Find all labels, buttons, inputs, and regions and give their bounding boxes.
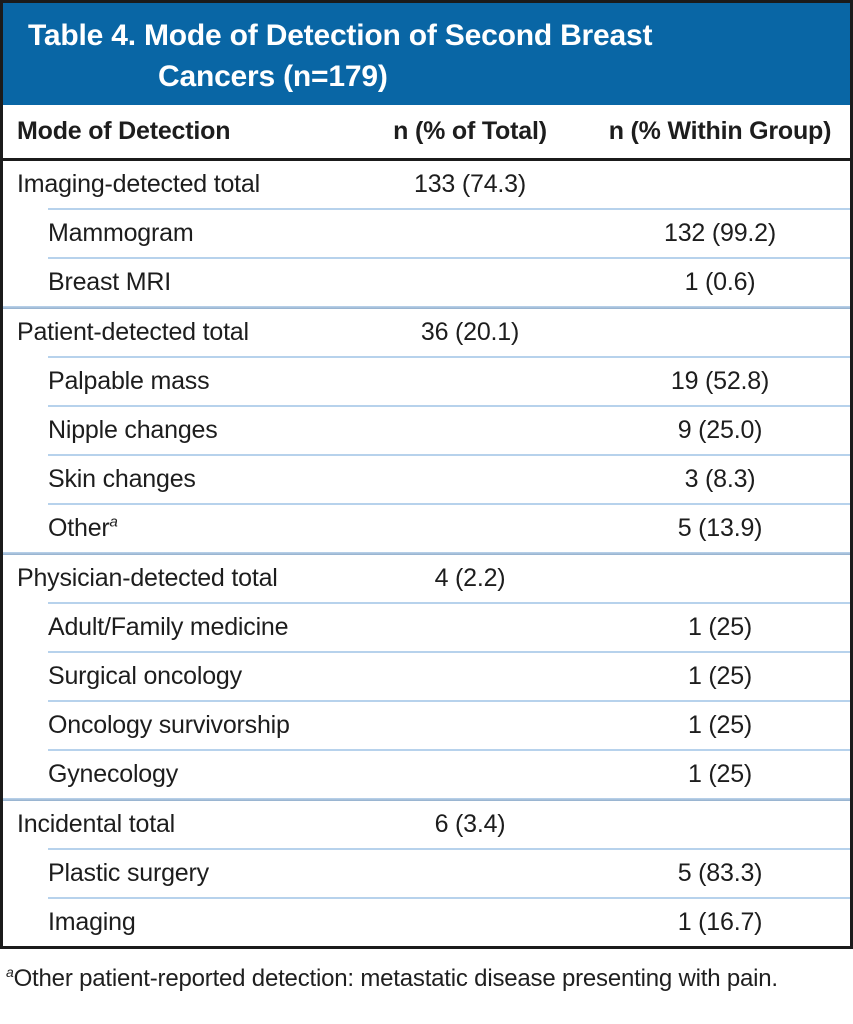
row-within-group-value: 3 (8.3) — [684, 465, 756, 493]
column-header-row: Mode of Detection n (% of Total) n (% Wi… — [3, 105, 850, 161]
row-divider — [48, 208, 850, 210]
table-4-card: Table 4. Mode of Detection of Second Bre… — [0, 0, 853, 949]
row-divider — [48, 897, 850, 899]
row-label: Oncology survivorship — [48, 711, 290, 739]
row-divider — [48, 749, 850, 751]
row-within-group-value: 1 (25) — [687, 662, 753, 690]
table-row: Nipple changes 9 (25.0) — [3, 407, 850, 454]
row-total-value: 36 (20.1) — [420, 318, 520, 346]
row-label: Plastic surgery — [48, 859, 209, 887]
table-row: Incidental total 6 (3.4) — [3, 801, 850, 848]
row-within-group-value: 1 (25) — [687, 711, 753, 739]
row-within-group-value: 1 (0.6) — [684, 268, 756, 296]
row-within-group-value: 19 (52.8) — [670, 367, 770, 395]
table-row: Physician-detected total 4 (2.2) — [3, 555, 850, 602]
table-row: Adult/Family medicine 1 (25) — [3, 604, 850, 651]
table-body: Imaging-detected total 133 (74.3) Mammog… — [3, 161, 850, 946]
row-divider — [48, 257, 850, 259]
row-label: Incidental total — [17, 810, 176, 838]
row-total-value: 4 (2.2) — [434, 564, 506, 592]
row-label: Palpable mass — [48, 367, 210, 395]
column-header-total: n (% of Total) — [393, 117, 547, 145]
table-row: Breast MRI 1 (0.6) — [3, 259, 850, 306]
column-header-mode: Mode of Detection — [17, 117, 231, 145]
row-divider — [48, 602, 850, 604]
table-row: Patient-detected total 36 (20.1) — [3, 309, 850, 356]
table-row: Surgical oncology 1 (25) — [3, 653, 850, 700]
row-within-group-value: 5 (13.9) — [677, 514, 763, 542]
table-row: Othera 5 (13.9) — [3, 505, 850, 552]
footnote-superscript: a — [6, 964, 14, 980]
table-row: Skin changes 3 (8.3) — [3, 456, 850, 503]
row-label: Physician-detected total — [17, 564, 278, 592]
footnote-text: Other patient-reported detection: metast… — [13, 965, 779, 992]
row-within-group-value: 1 (25) — [687, 613, 753, 641]
row-label: Skin changes — [48, 465, 196, 493]
table-row: Plastic surgery 5 (83.3) — [3, 850, 850, 897]
row-divider — [48, 405, 850, 407]
row-divider — [48, 503, 850, 505]
table-title-line2: Cancers (n=179) — [158, 60, 388, 93]
table-title-line1: Table 4. Mode of Detection of Second Bre… — [28, 19, 653, 52]
table-row: Imaging-detected total 133 (74.3) — [3, 161, 850, 208]
row-label-superscript: a — [109, 513, 118, 531]
table-row: Mammogram 132 (99.2) — [3, 210, 850, 257]
row-total-value: 6 (3.4) — [434, 810, 506, 838]
row-divider — [48, 454, 850, 456]
table-title-bar: Table 4. Mode of Detection of Second Bre… — [3, 3, 850, 105]
row-label: Nipple changes — [48, 416, 218, 444]
row-divider — [48, 848, 850, 850]
row-divider — [3, 306, 850, 309]
row-label: Othera — [48, 513, 118, 542]
table-footnote: aOther patient-reported detection: metas… — [6, 962, 811, 995]
table-row: Palpable mass 19 (52.8) — [3, 358, 850, 405]
row-label: Surgical oncology — [48, 662, 242, 690]
row-label: Imaging — [48, 908, 136, 936]
row-label: Gynecology — [48, 760, 179, 788]
row-divider — [3, 798, 850, 801]
row-label: Mammogram — [48, 219, 194, 247]
row-label: Imaging-detected total — [17, 170, 260, 198]
column-header-within-group: n (% Within Group) — [608, 117, 832, 145]
row-within-group-value: 9 (25.0) — [677, 416, 763, 444]
row-total-value: 133 (74.3) — [414, 170, 526, 198]
row-divider — [48, 356, 850, 358]
row-within-group-value: 5 (83.3) — [677, 859, 763, 887]
table-row: Gynecology 1 (25) — [3, 751, 850, 798]
row-label: Adult/Family medicine — [48, 613, 289, 641]
row-within-group-value: 1 (16.7) — [677, 908, 763, 936]
row-label: Breast MRI — [48, 268, 172, 296]
row-divider — [3, 552, 850, 555]
row-within-group-value: 1 (25) — [687, 760, 753, 788]
row-divider — [48, 700, 850, 702]
table-row: Imaging 1 (16.7) — [3, 899, 850, 946]
table-row: Oncology survivorship 1 (25) — [3, 702, 850, 749]
row-within-group-value: 132 (99.2) — [664, 219, 776, 247]
row-divider — [48, 651, 850, 653]
row-label: Patient-detected total — [17, 318, 249, 346]
